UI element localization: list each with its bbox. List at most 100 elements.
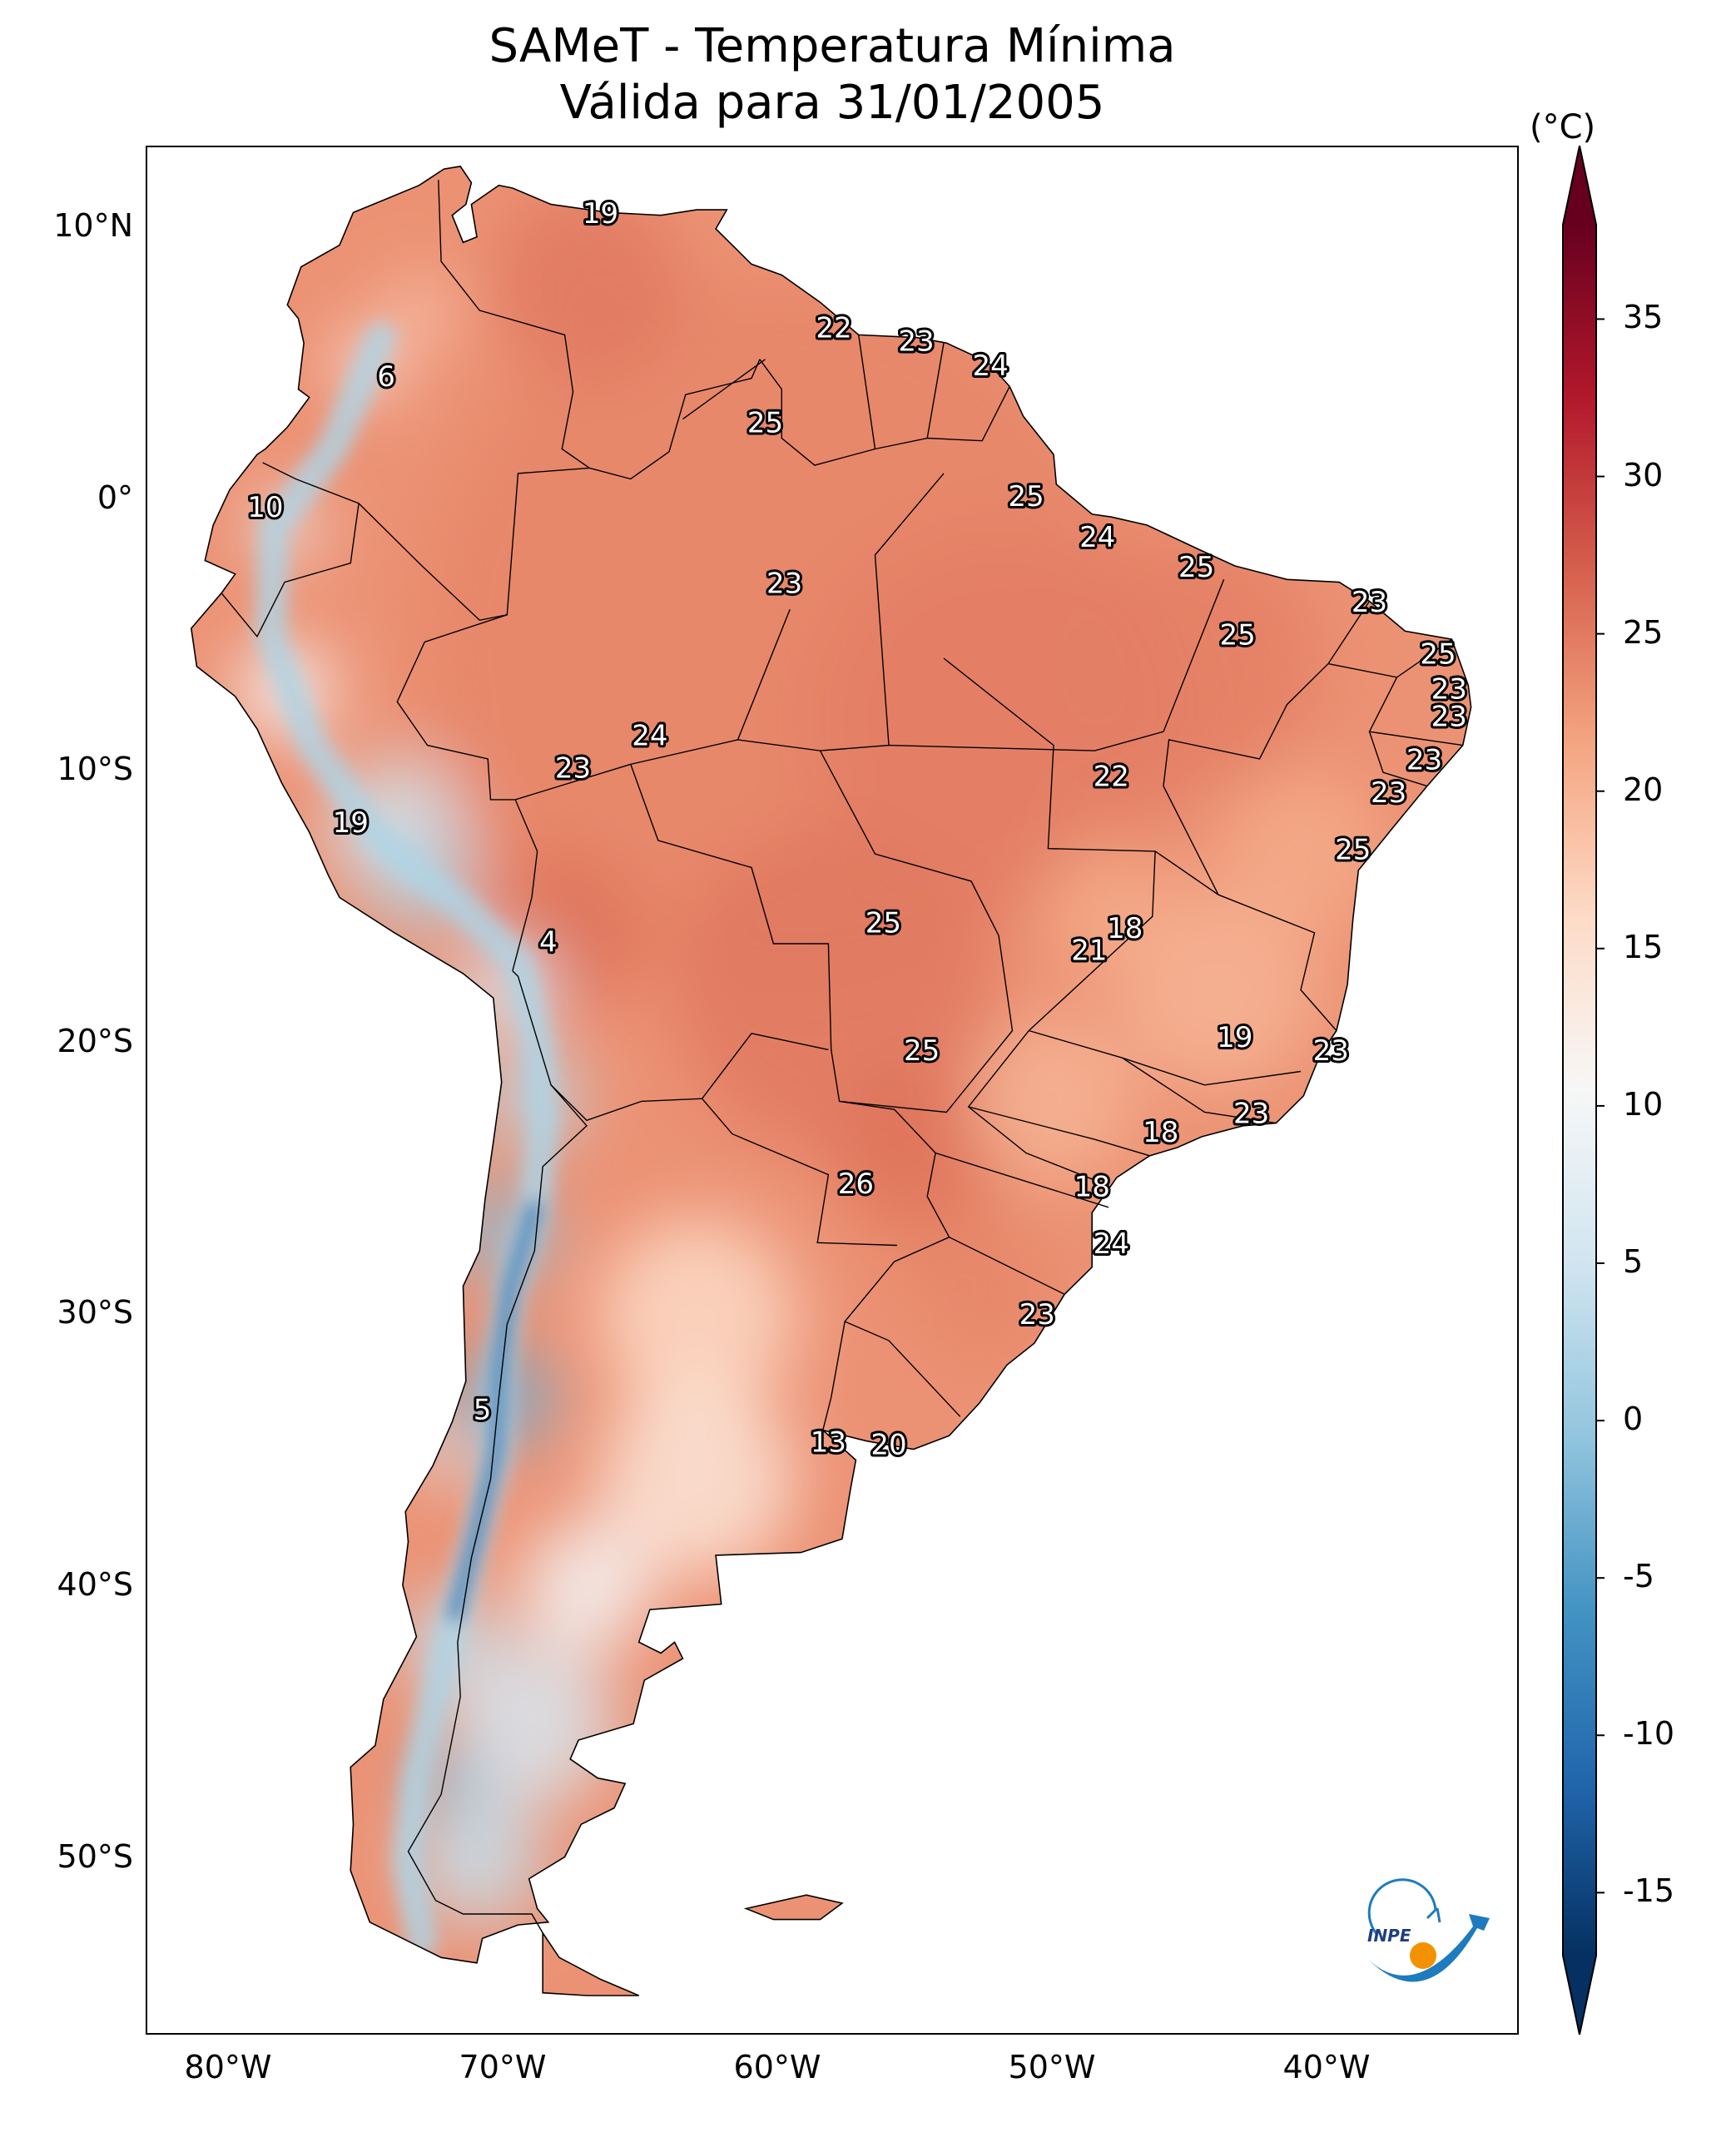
temperature-label: 25 [1335,833,1371,866]
colorbar-min-arrow [1563,1956,1596,2035]
border-line [514,763,961,1417]
border-line [888,579,1225,751]
colorbar-tick-label: -5 [1623,1558,1654,1595]
border-line [875,343,945,450]
land-temperature-field [190,166,1472,1996]
border-line [682,359,766,420]
map-plot-area: 19 22 23 24 6 25 25 10 24 25 23 23 25 25 23 23 24 23 22 23 2… [146,146,1519,2035]
lon-tick-label: 80°W [184,2049,272,2085]
border-line [262,462,590,622]
lat-tick-label: 50°S [57,1837,133,1875]
border-line [935,1152,1109,1208]
lat-tick-label: 20°S [57,1022,133,1059]
colorbar-tick-label: 5 [1623,1243,1644,1280]
temperature-label: 23 [1406,744,1442,777]
title-line-1: SAMeT - Temperatura Mínima [489,19,1176,73]
colorbar-tick-label: 20 [1623,771,1664,808]
temperature-label: 23 [1352,586,1387,619]
lon-tick-label: 40°W [1282,2049,1371,2085]
temperature-label: 22 [1094,760,1129,793]
colorbar-tick-label: -15 [1623,1872,1675,1910]
lon-tick-label: 70°W [459,2049,547,2085]
temperature-label: 23 [555,751,591,785]
logo-text: INPE [1367,1926,1411,1946]
temperature-label: 23 [898,325,934,359]
country-borders [221,180,1463,1934]
border-line [1122,1057,1302,1086]
temperature-label: 23 [1431,700,1467,733]
temperature-label: 21 [1071,934,1107,967]
border-line [630,739,1014,1113]
colorbar [1562,146,1605,2035]
colorbar-tick-label: 0 [1623,1401,1644,1438]
temperature-label: 19 [583,197,618,231]
lat-tick-label: 0° [97,478,133,516]
temperature-label: 23 [1371,776,1406,810]
temperature-label: 10 [247,491,283,524]
colorbar-tick-label: 15 [1623,928,1664,965]
temperature-label: 20 [870,1429,906,1462]
colorbar-tick-label: -10 [1623,1715,1675,1753]
border-line [1029,1029,1277,1124]
border-line [943,657,1156,1181]
temperature-label: 24 [1094,1227,1129,1261]
colorbar-max-arrow [1563,146,1596,225]
colorbar-tick-label: 35 [1623,299,1664,336]
temperature-label: 19 [333,806,369,840]
title-line-2: Válida para 31/01/2005 [559,76,1105,130]
border-line [759,335,876,466]
temperature-label: 24 [632,719,667,752]
colorbar-unit: (°C) [1530,108,1596,146]
lat-tick-label: 30°S [57,1294,133,1331]
temperature-label: 6 [377,360,395,394]
border-line [221,503,360,638]
temperature-label: 25 [1008,480,1044,513]
colorbar-tick-label: 30 [1623,456,1664,493]
border-line [589,359,761,480]
border-line [737,609,791,741]
temperature-label: 25 [1178,551,1214,584]
temperature-label: 25 [904,1034,940,1068]
temperature-label: 22 [816,311,851,345]
temperature-label: 25 [1420,637,1456,671]
colorbar-tick-label: 10 [1623,1085,1664,1123]
inpe-logo: INPE [1361,1878,1490,1982]
temperature-label: 18 [1143,1116,1178,1149]
map-title: SAMeT - Temperatura Mínima Válida para 3… [146,18,1519,131]
temperature-label: 5 [474,1393,492,1426]
border-line [512,970,897,1247]
temperature-label: 4 [539,925,558,959]
border-line [927,386,1010,442]
lon-tick-label: 60°W [733,2049,821,2085]
border-line [820,473,945,751]
temperature-label: 23 [1431,673,1467,707]
temperature-label: 24 [1079,521,1115,554]
border-line [1368,731,1428,787]
temperature-label: 13 [811,1426,846,1459]
lat-tick-label: 10°N [53,206,133,244]
temperature-label: 26 [838,1168,874,1201]
temperature-label: 18 [1074,1170,1110,1203]
temperature-label: 23 [766,567,802,600]
border-line [396,614,538,971]
temperature-label: 23 [1019,1298,1055,1331]
temperature-label: 19 [1217,1021,1252,1054]
lat-tick-label: 40°S [57,1566,133,1604]
border-line [438,180,590,469]
temperature-label: 25 [1219,618,1255,652]
border-line [968,1106,1150,1157]
temperature-label: 23 [1233,1097,1269,1130]
colorbar-gradient [1563,225,1596,1956]
temperature-label: 18 [1107,912,1143,945]
border-line [407,1084,588,1934]
colorbar-tick-label: 25 [1623,613,1664,651]
temperature-label: 24 [972,350,1008,383]
border-line [702,1033,829,1099]
border-line [822,1321,846,1431]
lat-tick-label: 10°S [57,751,133,788]
temperature-label: 25 [747,407,783,440]
border-line [949,1237,1065,1295]
temperature-label: 25 [866,907,901,940]
